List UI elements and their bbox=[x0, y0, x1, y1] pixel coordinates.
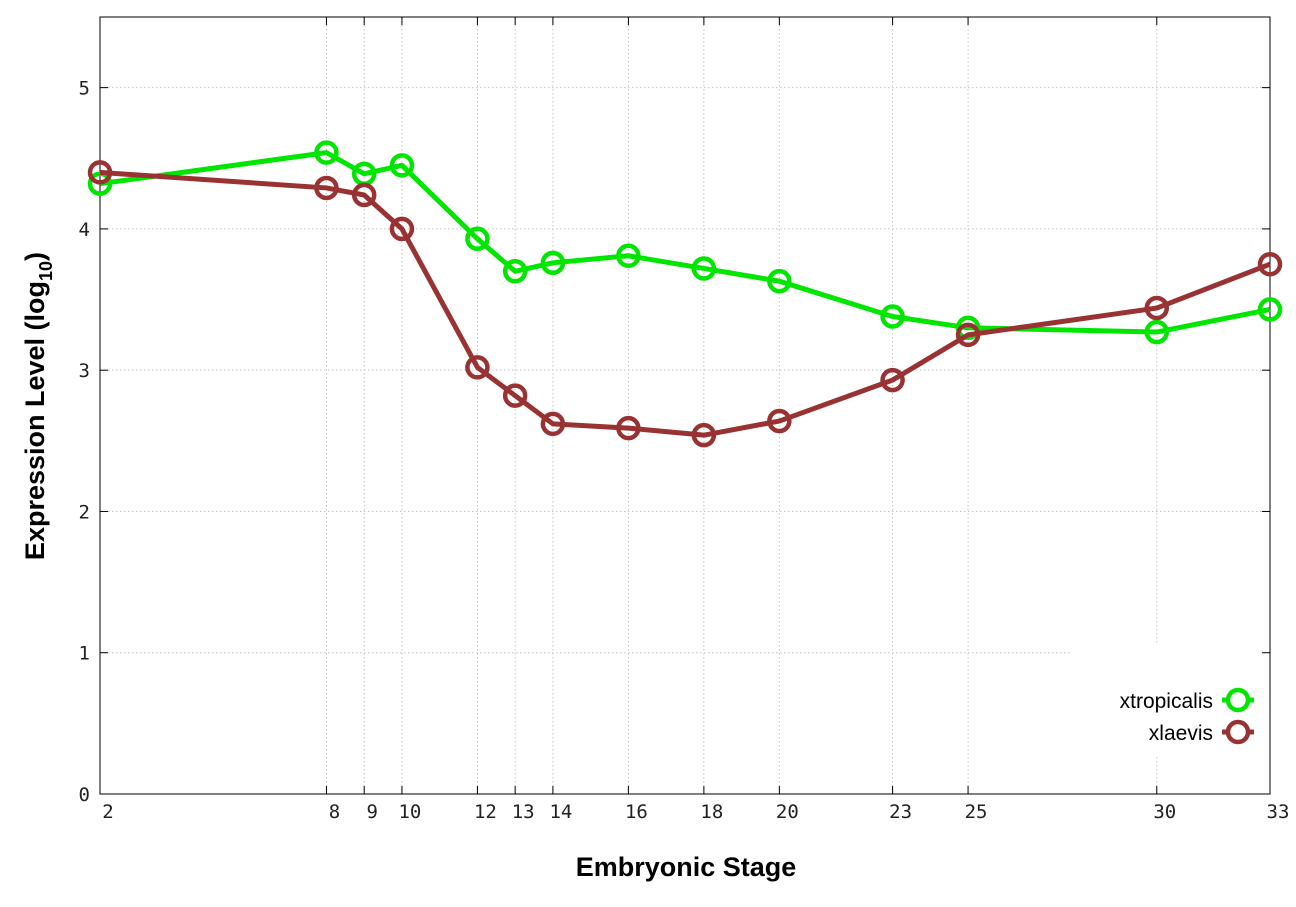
data-point-xtropicalis bbox=[1257, 297, 1283, 322]
x-tick-label: 33 bbox=[1267, 801, 1290, 823]
data-point-xlaevis bbox=[955, 322, 981, 348]
data-point-xlaevis bbox=[87, 160, 113, 185]
x-tick-label: 30 bbox=[1153, 801, 1176, 823]
y-axis-title-close: ) bbox=[20, 252, 50, 261]
x-tick-label: 9 bbox=[366, 801, 377, 823]
x-tick-label: 20 bbox=[776, 801, 799, 823]
data-point-xlaevis bbox=[502, 383, 528, 408]
y-tick-label: 2 bbox=[79, 501, 90, 523]
data-point-xtropicalis bbox=[465, 226, 490, 252]
data-point-xlaevis bbox=[691, 422, 717, 448]
series-line-xtropicalis bbox=[99, 150, 1271, 335]
data-point-xlaevis bbox=[314, 175, 339, 201]
data-point-xlaevis bbox=[616, 415, 641, 441]
data-point-xlaevis bbox=[767, 408, 792, 434]
data-point-xtropicalis bbox=[691, 256, 717, 281]
y-axis-title-main: Expression Level (log bbox=[20, 281, 50, 560]
data-point-xtropicalis bbox=[616, 243, 641, 269]
x-tick-label: 8 bbox=[329, 801, 340, 823]
y-axis-title-subscript: 10 bbox=[36, 261, 56, 281]
data-point-xlaevis bbox=[1144, 295, 1170, 321]
x-tick-label: 18 bbox=[700, 801, 723, 823]
data-point-xtropicalis bbox=[389, 153, 415, 178]
x-tick-label: 12 bbox=[474, 801, 497, 823]
y-tick-label: 3 bbox=[79, 360, 90, 382]
x-tick-label: 23 bbox=[889, 801, 912, 823]
series-xtropicalis bbox=[87, 140, 1283, 345]
data-point-xtropicalis bbox=[1144, 319, 1170, 345]
y-tick-label: 1 bbox=[79, 643, 90, 665]
data-series bbox=[87, 140, 1283, 448]
x-tick-label: 2 bbox=[102, 801, 113, 823]
data-point-xlaevis bbox=[465, 355, 490, 380]
data-point-xtropicalis bbox=[314, 140, 339, 165]
legend-label-xlaevis: xlaevis bbox=[1149, 722, 1213, 745]
y-tick-label: 0 bbox=[79, 784, 90, 806]
y-tick-label: 4 bbox=[79, 219, 90, 241]
x-tick-label: 13 bbox=[512, 801, 535, 823]
x-tick-label: 16 bbox=[625, 801, 648, 823]
legend: xtropicalis xlaevis bbox=[1072, 645, 1262, 755]
series-xlaevis bbox=[87, 160, 1283, 448]
data-point-xtropicalis bbox=[540, 250, 566, 276]
plot-frame bbox=[99, 16, 1271, 795]
legend-swatch-marker-xlaevis bbox=[1225, 719, 1251, 745]
data-point-xlaevis bbox=[1257, 251, 1283, 277]
data-point-xlaevis bbox=[880, 367, 905, 393]
x-tick-label: 14 bbox=[549, 801, 572, 823]
x-axis-title: Embryonic Stage bbox=[576, 852, 797, 882]
data-point-xlaevis bbox=[351, 182, 377, 208]
grid-lines bbox=[100, 17, 1270, 794]
x-tick-label: 25 bbox=[965, 801, 988, 823]
y-tick-label: 5 bbox=[79, 78, 90, 100]
data-point-xtropicalis bbox=[880, 304, 905, 329]
legend-swatch-marker-xtropicalis bbox=[1225, 687, 1251, 713]
data-point-xtropicalis bbox=[767, 268, 792, 294]
data-point-xlaevis bbox=[540, 411, 566, 437]
data-point-xtropicalis bbox=[502, 259, 528, 284]
x-tick-label: 10 bbox=[398, 801, 421, 823]
legend-label-xtropicalis: xtropicalis bbox=[1120, 690, 1213, 713]
data-point-xlaevis bbox=[389, 216, 415, 242]
y-axis-title: Expression Level (log10) bbox=[20, 252, 56, 560]
